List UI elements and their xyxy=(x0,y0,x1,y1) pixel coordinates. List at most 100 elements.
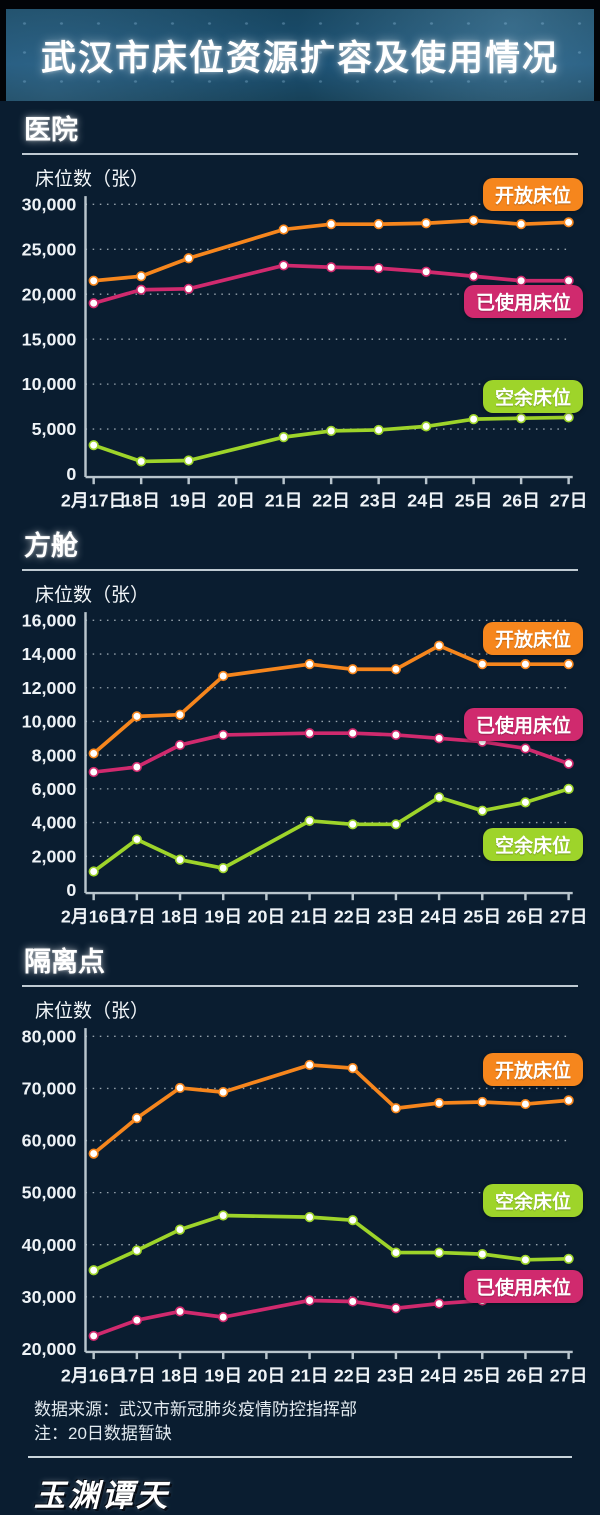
data-point-open xyxy=(88,1148,99,1159)
data-point-used xyxy=(183,283,194,294)
data-point-vacant xyxy=(136,456,147,467)
legend-badge-used: 已使用床位 xyxy=(463,1269,583,1303)
data-point-vacant xyxy=(88,866,99,877)
data-point-open xyxy=(434,640,445,651)
data-point-vacant xyxy=(131,1245,142,1256)
x-tick-label: 21日 xyxy=(291,1365,329,1385)
data-point-open xyxy=(390,664,402,675)
footer-divider xyxy=(28,1455,572,1458)
y-axis-title: 床位数（张） xyxy=(35,584,150,606)
data-point-open xyxy=(131,711,142,722)
y-tick-label: 80,000 xyxy=(22,1026,77,1046)
x-tick-label: 25日 xyxy=(455,491,493,511)
isolation-chart: 床位数（张） 20,000 30,000 40,000 50,000 60,000 70,… xyxy=(0,996,600,1392)
chart-line-vacant xyxy=(91,1213,571,1272)
x-tick-label: 24日 xyxy=(407,491,445,511)
y-tick-label: 60,000 xyxy=(22,1130,77,1150)
data-point-open xyxy=(477,658,488,670)
data-point-vacant xyxy=(563,1253,574,1264)
data-point-open xyxy=(347,664,358,675)
data-point-open xyxy=(174,1082,186,1093)
data-point-open xyxy=(88,748,99,759)
data-point-vacant xyxy=(520,797,531,808)
x-tick-label: 23日 xyxy=(377,1365,415,1385)
x-tick-label: 24日 xyxy=(420,1365,458,1385)
data-point-open xyxy=(516,219,527,230)
y-tick-label: 40,000 xyxy=(22,1235,77,1255)
data-point-open xyxy=(304,658,315,670)
x-tick-label: 20日 xyxy=(248,1365,286,1385)
data-point-open xyxy=(218,670,229,682)
section-divider xyxy=(22,568,578,571)
data-point-open xyxy=(183,253,194,264)
y-tick-label: 6,000 xyxy=(32,779,77,799)
data-point-open xyxy=(347,1062,358,1073)
x-tick-label: 21日 xyxy=(291,907,329,927)
data-point-vacant xyxy=(88,440,99,451)
x-tick-label: 2月17日 xyxy=(61,491,127,511)
x-tick-label: 22日 xyxy=(312,491,350,511)
data-point-used xyxy=(131,761,142,773)
data-point-vacant xyxy=(516,413,527,424)
y-tick-label: 10,000 xyxy=(22,711,77,731)
y-tick-label: 14,000 xyxy=(22,644,77,664)
x-tick-label: 2月16日 xyxy=(61,907,127,927)
hospital-chart: 床位数（张） 0 5,000 10,000 15,000 20,000 25,000 30,… xyxy=(0,164,600,517)
data-point-open xyxy=(434,1097,445,1108)
x-tick-label: 20日 xyxy=(217,491,255,511)
y-tick-label: 50,000 xyxy=(22,1183,77,1203)
y-tick-label: 30,000 xyxy=(22,194,77,214)
y-tick-label: 20,000 xyxy=(22,1339,77,1359)
data-point-open xyxy=(468,215,479,226)
data-point-used xyxy=(390,729,402,740)
x-tick-label: 27日 xyxy=(550,907,586,927)
data-point-used xyxy=(88,298,99,309)
x-tick-label: 2月16日 xyxy=(61,1365,127,1385)
y-tick-label: 70,000 xyxy=(22,1078,77,1098)
data-point-open xyxy=(88,275,99,286)
footer: 数据来源：武汉市新冠肺炎疫情防控指挥部 注：20日数据暂缺 xyxy=(0,1398,600,1446)
x-tick-label: 19日 xyxy=(204,1365,242,1385)
y-tick-label: 0 xyxy=(66,880,76,900)
fangcang-chart: 床位数（张） 0 2,000 4,000 6,000 8,000 10,000 12,000… xyxy=(0,580,600,933)
legend-badge-open: 开放床位 xyxy=(482,621,583,655)
data-point-open xyxy=(174,709,186,720)
data-point-used xyxy=(516,275,527,286)
page-title: 武汉市床位资源扩容及使用情况 xyxy=(40,38,559,78)
data-point-vacant xyxy=(88,1264,99,1276)
data-point-vacant xyxy=(131,834,142,845)
data-point-vacant xyxy=(477,1248,488,1259)
data-point-open xyxy=(477,1096,488,1107)
section-heading-fangcang: 方舱 xyxy=(24,530,78,561)
data-point-open xyxy=(373,219,384,230)
data-point-vacant xyxy=(421,421,432,432)
x-tick-label: 19日 xyxy=(204,907,242,927)
data-point-open xyxy=(390,1102,402,1114)
fangcang-line-chart: 0 2,000 4,000 6,000 8,000 10,000 12,000 14,000 1… xyxy=(22,610,586,927)
data-point-used xyxy=(468,271,479,282)
data-point-vacant xyxy=(434,792,445,803)
data-point-vacant xyxy=(174,854,186,865)
x-tick-label: 23日 xyxy=(360,491,398,511)
x-tick-label: 22日 xyxy=(334,1365,372,1385)
data-point-open xyxy=(304,1059,315,1070)
data-point-vacant xyxy=(520,1254,531,1265)
x-tick-label: 17日 xyxy=(118,907,156,927)
data-point-used xyxy=(218,729,229,740)
y-tick-label: 20,000 xyxy=(22,284,77,304)
chart-line-vacant xyxy=(91,415,571,464)
legend-badge-used: 已使用床位 xyxy=(463,707,583,741)
data-point-vacant xyxy=(390,1247,402,1258)
data-point-used xyxy=(131,1314,142,1326)
y-tick-label: 0 xyxy=(66,464,76,484)
x-tick-label: 25日 xyxy=(463,1365,501,1385)
x-tick-label: 18日 xyxy=(161,907,199,927)
data-point-vacant xyxy=(434,1247,445,1258)
x-tick-label: 17日 xyxy=(118,1365,156,1385)
x-tick-label: 19日 xyxy=(170,491,208,511)
y-tick-label: 5,000 xyxy=(32,419,77,439)
data-point-used xyxy=(278,260,289,271)
data-point-used xyxy=(434,1298,445,1309)
data-point-vacant xyxy=(390,819,402,830)
data-point-used xyxy=(174,1306,186,1317)
